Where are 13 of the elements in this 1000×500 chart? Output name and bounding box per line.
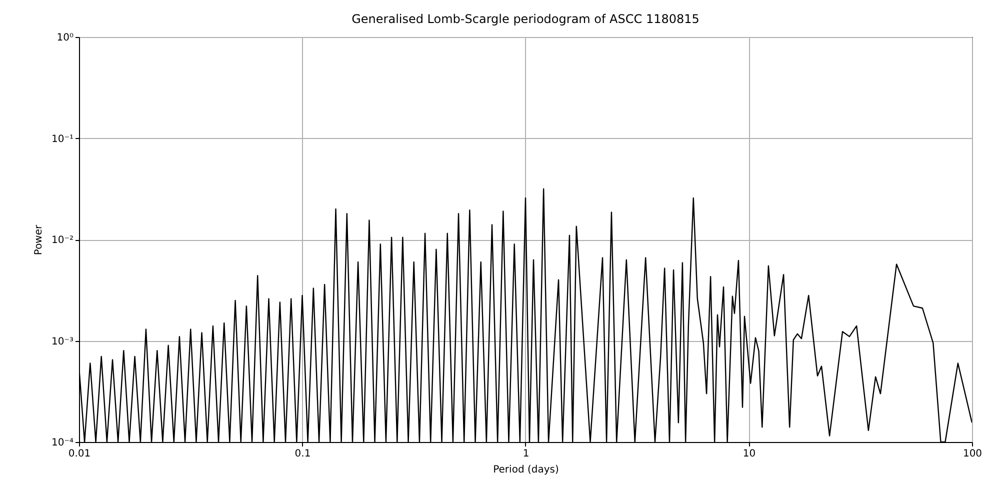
chart-title: Generalised Lomb-Scargle periodogram of ASCC 1180815 (352, 12, 700, 26)
y-tick-label: 10⁻¹ (51, 134, 74, 145)
y-axis-title: Power (33, 224, 44, 256)
x-tick-label: 10 (742, 448, 756, 460)
y-tick-label: 10⁻² (51, 235, 74, 246)
y-tick-label: 10⁻⁴ (51, 438, 74, 448)
y-tick-label: 10⁰ (56, 32, 74, 44)
x-tick-label: 0.1 (294, 448, 311, 460)
y-tick-label: 10⁻³ (51, 336, 74, 348)
x-tick-label: 100 (962, 448, 982, 460)
x-axis-title: Period (days) (493, 464, 559, 476)
x-tick-label: 1 (522, 448, 530, 460)
x-tick-label: 0.01 (68, 448, 91, 460)
